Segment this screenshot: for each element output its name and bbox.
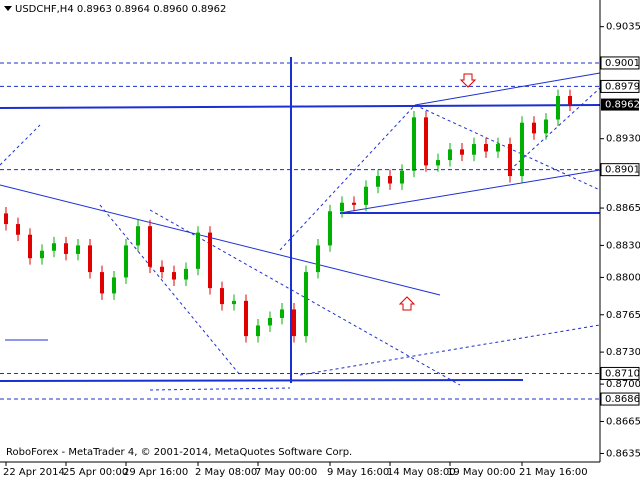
candle-body xyxy=(28,234,32,259)
y-tick-label: 0.8865 xyxy=(606,203,640,214)
level-box xyxy=(600,56,640,70)
candle-body xyxy=(76,245,80,254)
candle-body xyxy=(400,170,404,184)
annotations xyxy=(0,57,601,391)
trend-line xyxy=(0,379,524,382)
candle-body xyxy=(388,176,392,184)
candle-body xyxy=(196,232,200,269)
candle-body xyxy=(136,226,140,246)
candle-body xyxy=(64,243,68,254)
y-tick-label: 0.8765 xyxy=(606,310,640,321)
candle-body xyxy=(424,117,428,166)
x-tick-label: 22 Apr 2014 xyxy=(3,467,65,478)
y-tick-label: 0.8730 xyxy=(606,347,640,358)
current-price-box xyxy=(601,98,639,111)
candle-body xyxy=(484,144,488,152)
candle-body xyxy=(148,226,152,267)
candle-body xyxy=(232,300,236,305)
dashed-line xyxy=(414,104,601,191)
candle-body xyxy=(256,325,260,337)
level-box xyxy=(600,366,640,380)
candle-body xyxy=(568,96,572,105)
x-tick-label: 29 Apr 16:00 xyxy=(123,467,188,478)
candle-body xyxy=(472,144,476,155)
candle-body xyxy=(280,309,284,318)
trend-line xyxy=(339,169,601,214)
candle-body xyxy=(4,213,8,225)
candle-body xyxy=(544,119,548,134)
arrow-down xyxy=(459,73,477,88)
candle-body xyxy=(340,202,344,212)
candle-body xyxy=(16,224,20,235)
level-label: 0.8710 xyxy=(605,368,640,379)
x-tick-label: 9 May 16:00 xyxy=(327,467,389,478)
candle-body xyxy=(436,160,440,166)
x-tick-label: 19 May 00:00 xyxy=(447,467,516,478)
trend-line xyxy=(0,184,441,296)
y-tick-label: 0.8800 xyxy=(606,272,640,283)
candle-body xyxy=(268,317,272,326)
level-label: 0.8686 xyxy=(605,394,640,405)
y-tick-label: 0.8930 xyxy=(606,134,640,145)
level-box xyxy=(600,392,640,406)
candle-body xyxy=(448,149,452,161)
candle-body xyxy=(412,117,416,171)
candle-body xyxy=(556,96,560,120)
candle-body xyxy=(172,272,176,280)
y-tick-label: 0.9035 xyxy=(606,22,640,33)
candle-body xyxy=(304,272,308,337)
x-tick-label: 21 May 16:00 xyxy=(519,467,588,478)
current-price-label: 0.8962 xyxy=(605,100,640,111)
candle-body xyxy=(352,202,356,205)
candle-body xyxy=(88,245,92,273)
candle-body xyxy=(124,245,128,278)
candle-body xyxy=(328,211,332,246)
dashed-line xyxy=(299,324,601,376)
candle-body xyxy=(508,144,512,177)
dashed-line xyxy=(509,87,601,171)
level-label: 0.9001 xyxy=(605,58,640,69)
y-tick-label: 0.8830 xyxy=(606,240,640,251)
candle-body xyxy=(208,232,212,289)
candle-body xyxy=(52,243,56,251)
candle-body xyxy=(292,309,296,337)
candle-body xyxy=(40,250,44,259)
level-label: 0.8979 xyxy=(605,81,640,92)
level-box xyxy=(600,79,640,93)
level-box xyxy=(600,163,640,177)
dashed-line xyxy=(149,387,291,391)
dashed-line xyxy=(149,209,461,386)
dashed-line xyxy=(99,204,241,376)
candle-body xyxy=(460,149,464,155)
trend-line xyxy=(414,72,601,106)
level-label: 0.8901 xyxy=(605,165,640,176)
y-tick-label: 0.8635 xyxy=(606,448,640,459)
candle-body xyxy=(376,176,380,187)
footer: RoboForex - MetaTrader 4, © 2001-2014, M… xyxy=(6,447,352,458)
candle-body xyxy=(520,122,524,177)
y-tick-label: 0.8665 xyxy=(606,416,640,427)
candle-body xyxy=(532,122,536,134)
x-tick-label: 25 Apr 00:00 xyxy=(63,467,128,478)
arrow-up xyxy=(398,296,416,311)
candle-body xyxy=(100,272,104,294)
chart-title: USDCHF,H4 0.8963 0.8964 0.8960 0.8962 xyxy=(15,4,226,15)
candle-body xyxy=(112,277,116,294)
candle-body xyxy=(496,144,500,152)
candle-body xyxy=(244,300,248,337)
candle-body xyxy=(316,245,320,273)
title-marker xyxy=(4,6,12,11)
x-tick-label: 7 May 00:00 xyxy=(255,467,317,478)
candle-body xyxy=(184,268,188,280)
candle-body xyxy=(220,288,224,305)
x-tick-label: 14 May 08:00 xyxy=(387,467,456,478)
trend-line xyxy=(0,104,601,109)
x-tick-label: 2 May 08:00 xyxy=(195,467,257,478)
candle-body xyxy=(364,186,368,205)
y-tick-label: 0.8700 xyxy=(606,379,640,390)
candle-body xyxy=(160,266,164,273)
